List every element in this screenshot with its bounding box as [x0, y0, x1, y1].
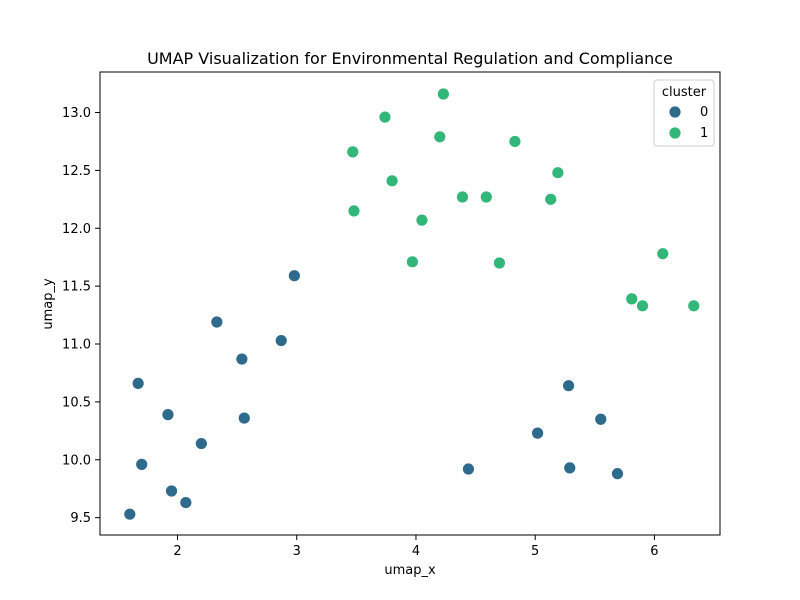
data-point-cluster-1: [346, 145, 360, 159]
chart-title: UMAP Visualization for Environmental Reg…: [147, 49, 673, 68]
data-point-cluster-0: [274, 334, 288, 347]
legend-marker-1: [668, 126, 682, 140]
data-point-cluster-1: [433, 130, 447, 144]
legend-marker-0: [668, 105, 682, 119]
data-point-cluster-1: [456, 190, 469, 204]
data-point-cluster-1: [636, 299, 649, 313]
x-axis: 2 3 4 5 6: [173, 535, 659, 559]
x-tick-label: 4: [412, 544, 420, 559]
data-point-cluster-0: [210, 315, 224, 329]
y-tick-label: 10.0: [62, 453, 91, 468]
data-point-cluster-1: [493, 256, 506, 270]
x-tick-label: 3: [293, 544, 301, 559]
data-point-cluster-1: [385, 174, 399, 188]
data-point-cluster-0: [531, 426, 544, 440]
data-point-cluster-0: [462, 462, 475, 476]
y-axis: 9.5 10.0 10.5 11.0 11.5 12.0 12.5 13.0: [62, 106, 100, 526]
data-point-cluster-1: [544, 192, 558, 206]
y-tick-label: 13.0: [62, 106, 91, 121]
x-tick-label: 2: [173, 544, 181, 559]
legend-box: [653, 79, 715, 147]
data-point-cluster-1: [551, 166, 565, 180]
y-tick-label: 10.5: [62, 395, 91, 410]
data-point-cluster-0: [161, 408, 175, 422]
data-point-cluster-0: [611, 467, 624, 481]
data-point-cluster-0: [287, 269, 301, 283]
plot-frame: [99, 71, 721, 536]
data-point-cluster-0: [135, 457, 149, 471]
data-point-cluster-1: [625, 292, 639, 306]
data-point-cluster-0: [562, 379, 575, 393]
legend-label-0: 0: [700, 105, 708, 120]
data-point-cluster-0: [123, 507, 137, 521]
data-point-cluster-1: [378, 110, 392, 124]
x-tick-label: 6: [650, 544, 658, 559]
data-point-cluster-1: [405, 255, 419, 269]
data-point-cluster-0: [235, 352, 249, 366]
y-tick-label: 11.5: [62, 280, 91, 295]
x-axis-label: umap_x: [384, 563, 436, 578]
data-point-cluster-1: [436, 87, 450, 101]
legend-label-1: 1: [700, 126, 708, 141]
data-points: [123, 87, 701, 521]
legend: cluster 0 1: [653, 79, 715, 147]
data-point-cluster-1: [415, 213, 429, 227]
data-point-cluster-0: [179, 496, 193, 509]
plot-area: [99, 71, 721, 536]
y-tick-label: 12.5: [62, 164, 91, 179]
y-tick-label: 9.5: [70, 511, 91, 526]
legend-title: cluster: [662, 85, 707, 100]
data-point-cluster-0: [194, 437, 208, 450]
data-point-cluster-1: [479, 190, 493, 204]
y-tick-label: 12.0: [62, 222, 91, 237]
data-point-cluster-0: [563, 461, 577, 475]
data-point-cluster-1: [347, 204, 361, 218]
data-point-cluster-1: [656, 247, 670, 261]
data-point-cluster-1: [687, 299, 701, 313]
data-point-cluster-0: [237, 411, 251, 425]
data-point-cluster-0: [594, 412, 608, 426]
x-tick-label: 5: [531, 544, 539, 559]
data-point-cluster-1: [508, 135, 522, 148]
data-point-cluster-0: [165, 484, 178, 498]
y-tick-label: 11.0: [62, 338, 91, 353]
data-point-cluster-0: [131, 376, 145, 390]
y-axis-label: umap_y: [41, 278, 56, 330]
